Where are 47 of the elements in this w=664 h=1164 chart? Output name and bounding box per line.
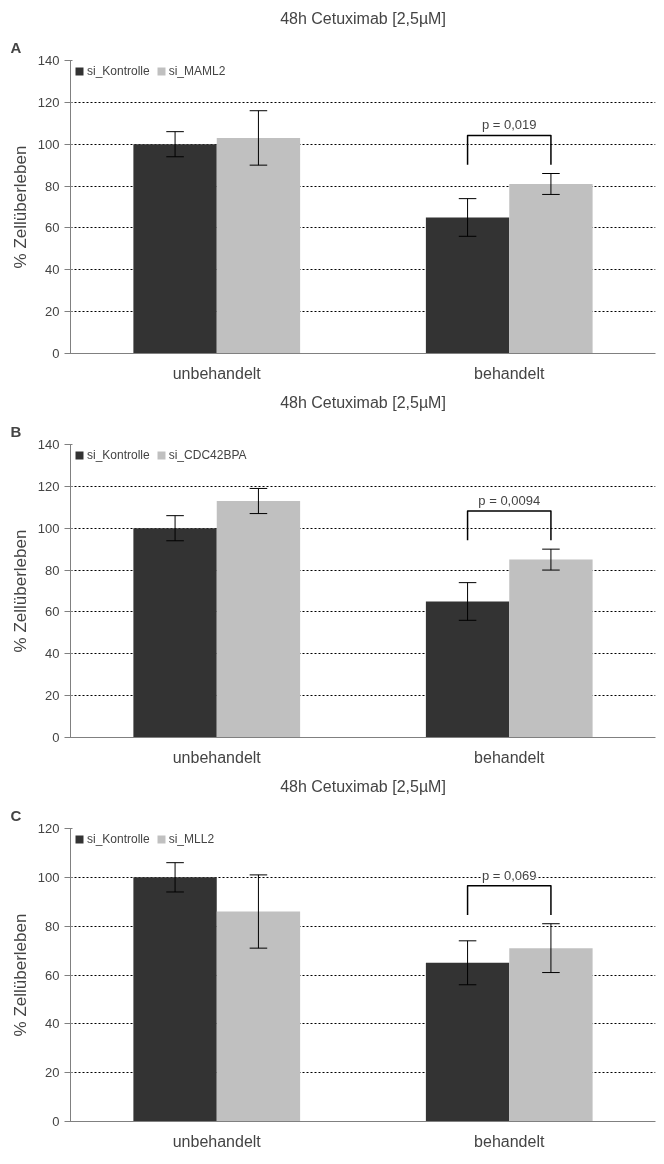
y-tick-label: 0 [52,346,60,361]
y-tick-label: 80 [45,178,60,194]
x-tick-label: behandelt [474,1132,545,1150]
x-tick-label: behandelt [474,748,545,766]
y-tick-label: 140 [37,437,60,452]
legend-label: si_Kontrolle [87,64,150,78]
text: A [10,38,22,56]
y-tick-label: 120 [37,821,60,836]
x-tick-label: unbehandelt [172,1132,262,1150]
y-tick-label: 60 [45,220,60,236]
y-tick-label: 120 [37,94,60,110]
chart-title: 48h Cetuximab [2,5µM] [280,777,446,795]
chart-title: 48h Cetuximab [2,5µM] [280,393,446,411]
text: C [10,806,22,824]
y-tick-label: 0 [52,1114,60,1129]
y-tick-label: 100 [37,869,60,885]
y-tick-label: 140 [37,53,60,68]
x-tick-label: unbehandelt [172,748,262,766]
legend-label: si_Kontrolle [87,448,150,462]
chart-title: 48h Cetuximab [2,5µM] [280,9,446,27]
y-axis-title: % Zellüberleben [10,529,30,653]
annotation: p = 0,0094 [478,493,541,509]
legend-label: si_CDC42BPA [168,448,247,462]
x-tick-label: behandelt [474,364,545,382]
y-tick-label: 120 [37,478,60,494]
annotation: p = 0,069 [481,867,537,883]
y-tick-label: 60 [45,604,60,620]
y-tick-label: 80 [45,918,60,934]
y-tick-label: 100 [37,520,60,536]
y-tick-label: 20 [45,688,60,704]
y-tick-label: 40 [45,262,60,278]
x-tick-label: unbehandelt [172,364,262,382]
y-tick-label: 20 [45,1065,60,1081]
legend-label: si_MAML2 [168,64,226,78]
text: B [10,422,22,440]
y-axis-title: % Zellüberleben [10,913,30,1037]
legend-label: si_Kontrolle [87,832,150,846]
annotation: p = 0,019 [481,117,537,133]
y-tick-label: 0 [52,730,60,745]
legend-label: si_MLL2 [168,832,215,846]
y-tick-label: 20 [45,304,60,320]
y-tick-label: 100 [37,136,60,152]
y-tick-label: 80 [45,562,60,578]
y-tick-label: 40 [45,646,60,662]
y-axis-title: % Zellüberleben [10,145,30,269]
y-tick-label: 60 [45,967,60,983]
y-tick-label: 40 [45,1016,60,1032]
